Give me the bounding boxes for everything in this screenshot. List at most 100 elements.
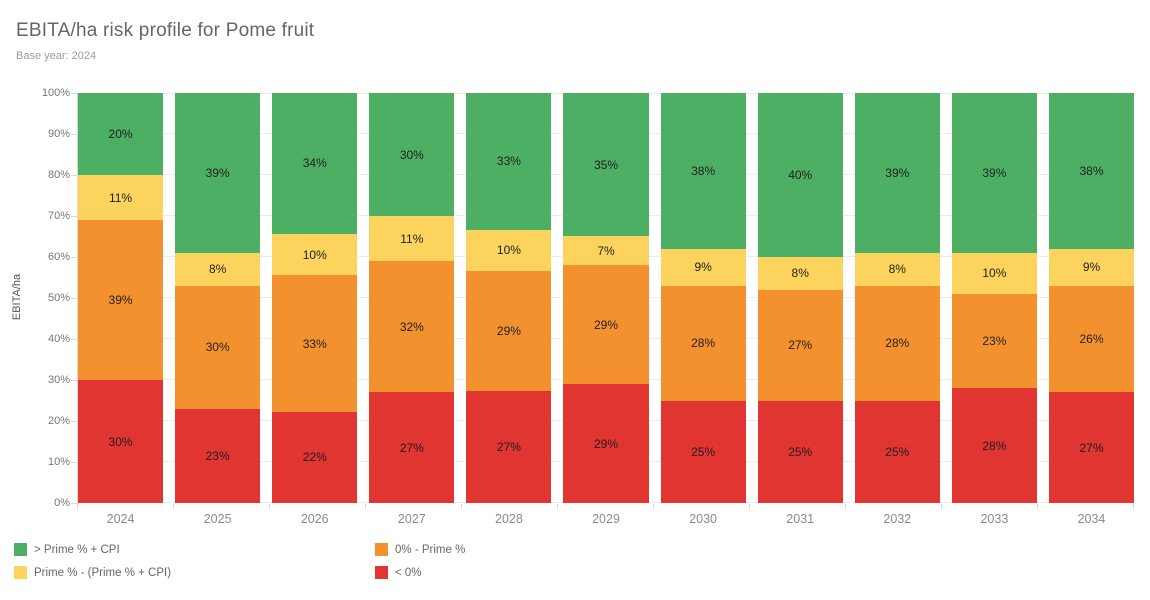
bar-segment[interactable]: 10% [272,233,358,276]
x-axis-label: 2028 [495,512,523,526]
bar-segment[interactable]: 39% [951,93,1037,253]
segment-data-label: 26% [1079,332,1104,346]
segment-data-label: 11% [108,190,133,205]
x-axis-tick-mark [365,504,366,509]
y-axis-tick-label: 70% [47,210,70,222]
bar-segment[interactable]: 25% [660,400,746,503]
legend-item[interactable]: < 0% [375,566,465,579]
bar-segment[interactable]: 30% [175,285,261,409]
bar-segment[interactable]: 30% [369,93,455,216]
segment-data-label: 25% [788,444,813,459]
bar-segment[interactable]: 40% [757,93,843,257]
y-axis-tick-label: 40% [47,333,70,345]
bar-segment[interactable]: 23% [175,408,261,503]
legend-item[interactable]: > Prime % + CPI [14,543,375,556]
bar-segment[interactable]: 38% [660,93,746,249]
bar-segment[interactable]: 30% [78,380,164,503]
bar-segment[interactable]: 27% [369,392,455,503]
bar-segment[interactable]: 29% [563,384,649,503]
y-axis-tick-mark [71,298,77,299]
x-axis-tick-mark [1133,504,1134,509]
y-axis-tick-label: 90% [47,128,70,140]
legend-swatch-icon [14,543,27,556]
bar-segment[interactable]: 25% [854,400,940,503]
segment-data-label: 10% [496,243,521,258]
y-axis-tick-mark [71,339,77,340]
x-axis-label: 2030 [689,512,718,526]
legend-label: Prime % - (Prime % + CPI) [34,566,172,579]
x-axis-label: 2027 [397,512,426,526]
bar-segment[interactable]: 26% [1048,285,1135,393]
bar-segment[interactable]: 9% [1048,248,1135,286]
y-axis-tick-label: 20% [47,415,70,427]
y-axis-tick-mark [71,216,77,217]
bar-segment[interactable]: 8% [757,257,843,290]
bar-segment[interactable]: 29% [466,271,552,392]
x-axis-label: 2024 [106,512,135,526]
bar-column-2030: 25% 28% 9% 38% [660,93,746,503]
x-axis-tick-mark [269,504,270,509]
bar-segment[interactable]: 11% [369,216,455,262]
bar-segment[interactable]: 28% [854,285,940,401]
bar-segment[interactable]: 27% [466,391,552,503]
y-axis-tick-mark [71,380,77,381]
segment-data-label: 29% [594,436,619,451]
y-axis-title: EBITA/ha [11,273,23,321]
segment-data-label: 38% [691,163,716,178]
segment-data-label: 25% [885,444,910,459]
segment-data-label: 10% [302,247,327,262]
segment-data-label: 39% [885,165,910,180]
bar-segment[interactable]: 27% [1048,392,1135,503]
bar-segment[interactable]: 32% [369,261,455,393]
bar-segment[interactable]: 39% [78,220,164,380]
segment-data-label: 23% [205,448,230,463]
segment-data-label: 29% [594,317,619,332]
bar-segment[interactable]: 9% [660,248,746,286]
bar-segment[interactable]: 20% [78,93,164,175]
segment-data-label: 10% [982,266,1007,281]
chart-subtitle: Base year: 2024 [16,50,97,62]
segment-data-label: 27% [788,338,813,353]
bar-segment[interactable]: 11% [78,175,164,221]
segment-data-label: 30% [108,434,133,449]
bar-segment[interactable]: 28% [951,388,1037,503]
bar-segment[interactable]: 8% [175,252,261,286]
segment-data-label: 39% [982,165,1007,180]
y-axis-tick-mark [71,503,77,504]
bar-segment[interactable]: 8% [854,252,940,286]
bar-segment[interactable]: 34% [272,92,358,234]
bar-segment[interactable]: 33% [466,93,552,230]
segment-data-label: 30% [399,147,424,162]
segment-data-label: 28% [885,336,910,351]
segment-data-label: 9% [694,260,712,275]
bar-segment[interactable]: 10% [466,229,552,272]
legend-item[interactable]: Prime % - (Prime % + CPI) [14,566,375,579]
bar-segment[interactable]: 27% [757,289,843,401]
x-axis-tick-mark [941,504,942,509]
bar-segment[interactable]: 29% [563,265,649,385]
segment-data-label: 27% [399,440,424,455]
bar-segment[interactable]: 38% [1048,93,1135,249]
segment-data-label: 39% [205,165,230,180]
segment-data-label: 25% [691,444,716,459]
bar-segment[interactable]: 10% [951,252,1037,294]
bar-segment[interactable]: 35% [563,92,649,237]
bar-column-2029: 29% 29% 7% 35% [563,92,649,503]
bar-segment[interactable]: 22% [272,411,358,503]
legend-swatch-icon [14,566,27,579]
bar-segment[interactable]: 39% [854,93,940,253]
bar-segment[interactable]: 7% [563,236,649,266]
bar-segment[interactable]: 33% [272,275,358,412]
legend-item[interactable]: 0% - Prime % [375,543,465,556]
segment-data-label: 30% [205,340,230,355]
x-axis-labels: 2024 2025 2026 2027 2028 2029 2030 2031 2032 2033… [78,512,1134,526]
segment-data-label: 33% [496,154,521,169]
bars-container: 30% 39% 11% 20% 23% 30% 8% 39% 22% 33% 10% 34% 27% 32… [78,92,1135,503]
bar-segment[interactable]: 25% [757,400,843,503]
segment-data-label: 8% [791,266,809,281]
bar-segment[interactable]: 39% [175,93,261,253]
bar-segment[interactable]: 28% [660,285,746,401]
y-axis-tick-mark [71,462,77,463]
bar-segment[interactable]: 23% [951,293,1037,389]
x-axis-tick-mark [653,504,654,509]
